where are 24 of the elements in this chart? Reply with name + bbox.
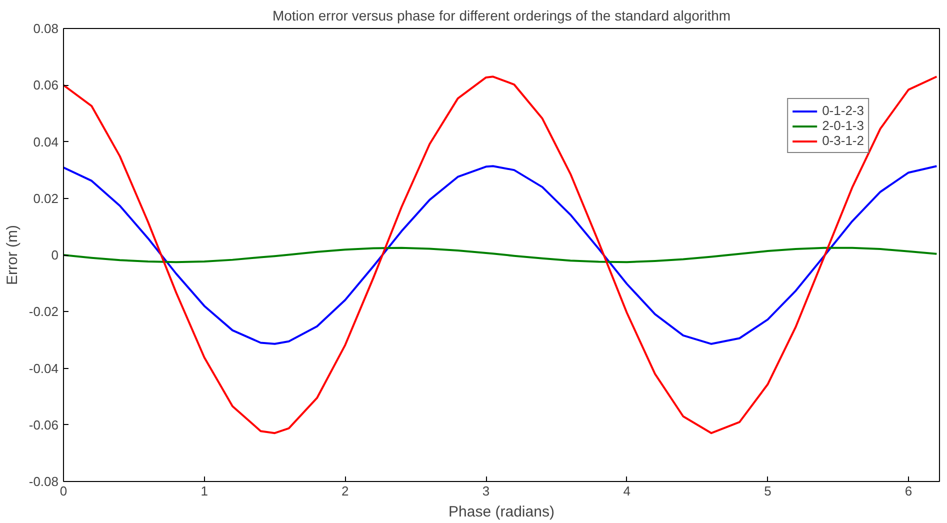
x-tick-label: 6 [904, 484, 912, 498]
line-series [64, 76, 938, 434]
y-tick-label: 0.04 [33, 134, 59, 150]
legend-label: 2-0-1-3 [822, 118, 864, 133]
x-tick-label: 3 [482, 484, 490, 498]
y-tick-label: 0.08 [33, 21, 59, 36]
y-tick-label: 0 [51, 248, 59, 262]
line-series [64, 246, 938, 264]
x-tick-label: 4 [623, 484, 630, 498]
line-series [64, 165, 938, 345]
y-tick-label: -0.04 [28, 360, 59, 376]
x-tick-label: 2 [342, 484, 349, 498]
chart-title: Motion error versus phase for different orderings of the standard algorithm [272, 8, 731, 24]
x-axis-title: Phase (radians) [448, 504, 554, 520]
legend-label: 0-3-1-2 [822, 133, 864, 148]
y-tick-label: 0.02 [33, 190, 59, 206]
y-axis-title: Error (m) [4, 224, 21, 285]
y-tick-label: 0.06 [33, 78, 59, 93]
x-tick-label: 5 [764, 484, 772, 498]
legend-label: 0-1-2-3 [822, 103, 864, 118]
x-tick-label: 1 [200, 484, 208, 498]
y-tick-label: -0.08 [28, 474, 59, 489]
y-tick-label: -0.06 [28, 417, 59, 432]
y-tick-label: -0.02 [28, 304, 59, 320]
